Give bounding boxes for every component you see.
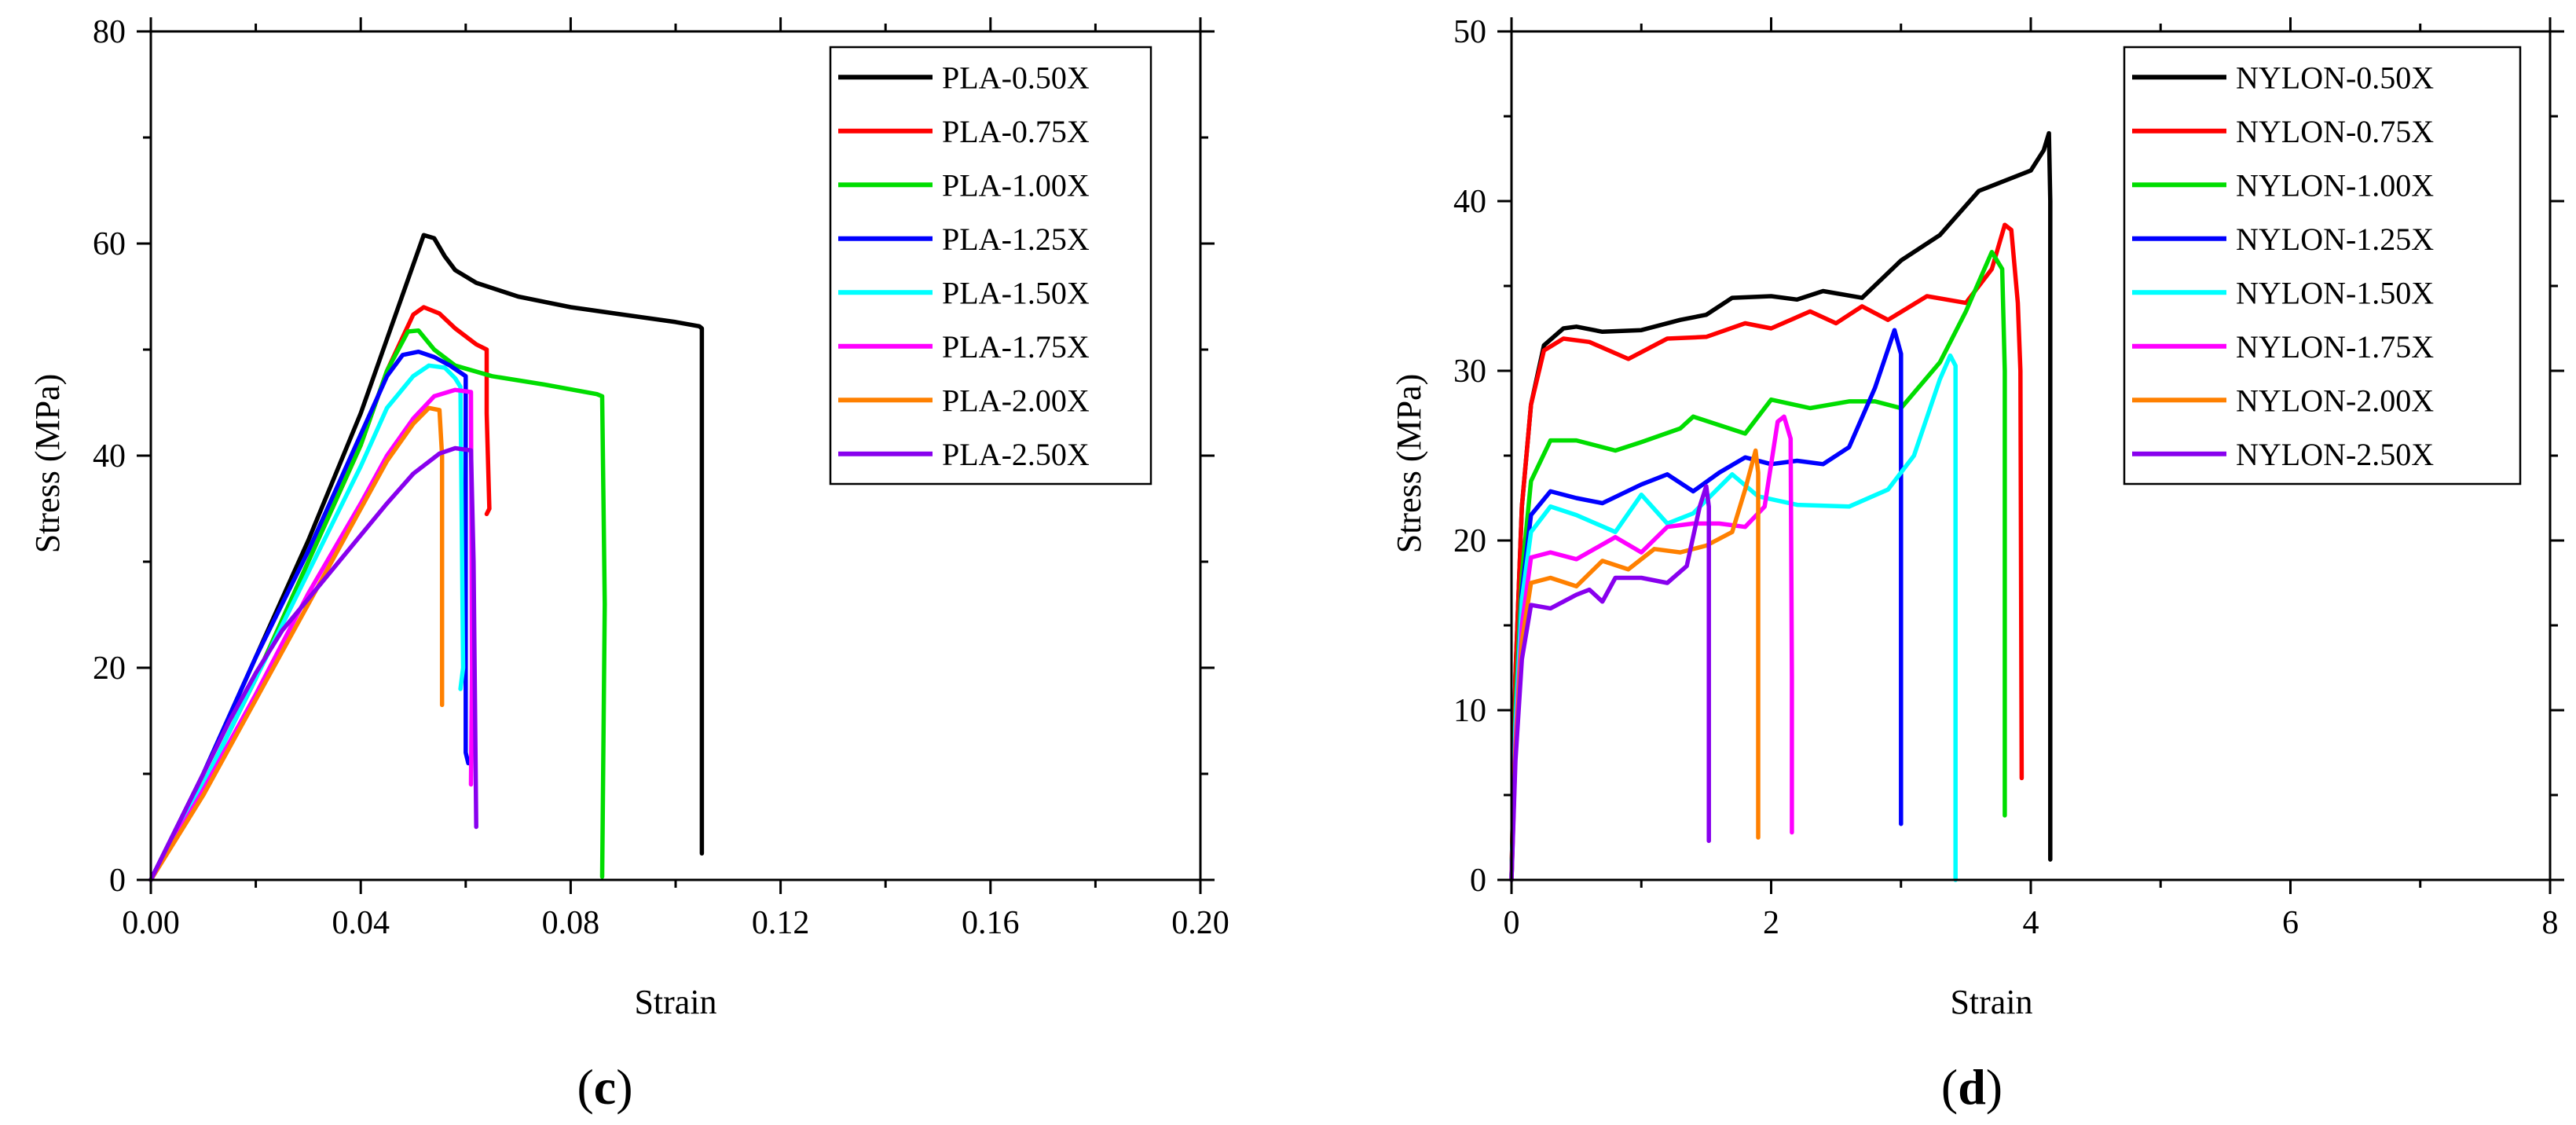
plot-c-legend: PLA-0.50X PLA-0.75X PLA-1.00X PLA-1.25X PLA-…: [829, 46, 1152, 486]
plot-d-series-7: [1509, 448, 1761, 882]
plot-d-series-3: [1509, 250, 2007, 882]
plot-d-xtick-label: 6: [2282, 905, 2299, 941]
plot-d-legend: NYLON-0.50X NYLON-0.75X NYLON-1.00X NYLON-1…: [2123, 46, 2522, 486]
plot-c-ytick-label: 80: [93, 14, 126, 50]
plot-c-series-6: [148, 387, 475, 882]
plot-d-xtick-label: 4: [2023, 905, 2039, 941]
plot-d-axes: 0 2 4 6 8 0 10 20 30 40 50: [1453, 14, 2564, 941]
plot-d-xtick-label: 0: [1504, 905, 1520, 941]
panel-c: 0.00 0.04 0.08 0.12 0.16 0.20 0 20 40 60 80 Strain…: [28, 14, 1229, 1115]
plot-d-legend-label-7: NYLON-2.00X: [2236, 383, 2434, 418]
plot-c-legend-label-1: PLA-0.50X: [942, 60, 1090, 95]
plot-c-xlabel: Strain: [634, 983, 716, 1021]
plot-d-series-5: [1509, 353, 1958, 882]
plot-c-series-5: [148, 363, 466, 882]
plot-c-axes: 0.00 0.04 0.08 0.12 0.16 0.20 0 20 40 60 80: [93, 14, 1229, 941]
panel-d-label: (d): [1941, 1059, 2003, 1115]
plot-c-legend-box: [829, 46, 1152, 486]
plot-c-legend-label-2: PLA-0.75X: [942, 114, 1090, 149]
plot-d-ytick-label: 50: [1453, 14, 1486, 50]
plot-d-ylabel: Stress (MPa): [1390, 374, 1428, 554]
plot-d-legend-label-4: NYLON-1.25X: [2236, 222, 2434, 257]
plot-d-xlabel: Strain: [1950, 983, 2032, 1021]
plot-d-legend-label-2: NYLON-0.75X: [2236, 114, 2434, 149]
plot-c-series-1: [148, 233, 705, 882]
plot-c-ylabel: Stress (MPa): [28, 374, 67, 554]
plot-d-series-1: [1509, 130, 2053, 882]
plot-d-xtick-label: 8: [2542, 905, 2559, 941]
plot-c-legend-label-7: PLA-2.00X: [942, 383, 1090, 418]
plot-c-xtick-label: 0.16: [962, 905, 1020, 941]
plot-c-ytick-label: 60: [93, 226, 126, 262]
plot-d-series-8: [1509, 484, 1711, 882]
panel-d: 0 2 4 6 8 0 10 20 30 40 50 Strain Stress (MPa) NYL…: [1390, 14, 2564, 1115]
plot-c-xtick-label: 0.04: [332, 905, 390, 941]
plot-c-legend-label-5: PLA-1.50X: [942, 275, 1090, 310]
plot-d-legend-label-5: NYLON-1.50X: [2236, 275, 2434, 310]
plot-c-xtick-label: 0.00: [122, 905, 180, 941]
plot-d-ytick-label: 0: [1470, 863, 1486, 899]
plot-c-legend-label-8: PLA-2.50X: [942, 437, 1090, 472]
plot-c-xtick-label: 0.12: [752, 905, 810, 941]
plot-c-xtick-label: 0.08: [542, 905, 600, 941]
plot-c-series-3: [148, 328, 607, 882]
plot-c-legend-label-3: PLA-1.00X: [942, 167, 1090, 203]
plot-c-xtick-label: 0.20: [1171, 905, 1229, 941]
plot-c-ytick-label: 20: [93, 650, 126, 687]
plot-d-series: [1509, 130, 2053, 882]
plot-d-series-4: [1509, 328, 1904, 882]
plot-d-legend-box: [2123, 46, 2522, 486]
plot-c-ytick-label: 0: [109, 863, 126, 899]
plot-d-legend-label-1: NYLON-0.50X: [2236, 60, 2434, 95]
plot-d-xtick-label: 2: [1763, 905, 1779, 941]
panel-c-label: (c): [577, 1059, 632, 1115]
plot-d-series-6: [1509, 414, 1794, 882]
plot-d-legend-label-3: NYLON-1.00X: [2236, 167, 2434, 203]
plot-d-ytick-label: 30: [1453, 354, 1486, 390]
plot-c-ytick-label: 40: [93, 438, 126, 475]
plot-d-legend-label-8: NYLON-2.50X: [2236, 437, 2434, 472]
plot-d-ytick-label: 40: [1453, 184, 1486, 220]
plot-d-ytick-label: 10: [1453, 693, 1486, 729]
plot-d-series-2: [1509, 222, 2025, 882]
plot-c-series: [148, 233, 705, 882]
plot-d-legend-label-6: NYLON-1.75X: [2236, 329, 2434, 365]
plot-c-series-7: [148, 405, 445, 882]
plot-c-legend-label-4: PLA-1.25X: [942, 222, 1090, 257]
plot-c-series-8: [148, 445, 478, 882]
plot-c-legend-label-6: PLA-1.75X: [942, 329, 1090, 365]
plot-d-ytick-label: 20: [1453, 523, 1486, 559]
plot-c-series-4: [148, 349, 471, 882]
